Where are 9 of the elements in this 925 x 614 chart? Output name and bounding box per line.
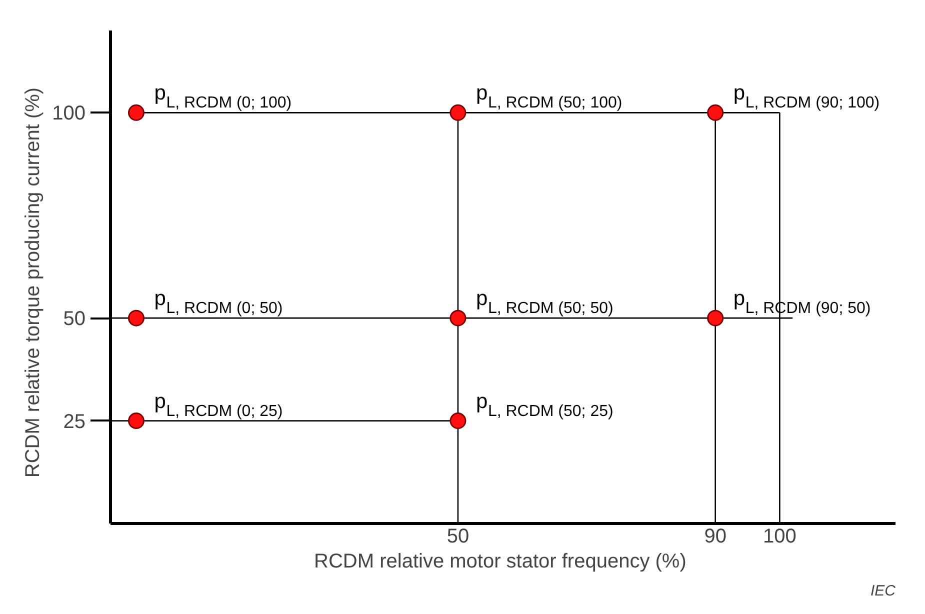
x-tick-label: 100 (762, 526, 796, 548)
y-tick-label: 50 (63, 308, 86, 330)
y-axis-title: RCDM relative torque producing current (%) (22, 87, 44, 478)
y-tick-label: 25 (63, 410, 86, 433)
x-tick-label: 50 (446, 526, 470, 548)
x-axis-title: RCDM relative motor stator frequency (%) (314, 550, 686, 572)
y-tick-label: 100 (52, 102, 86, 125)
x-tick-label: 90 (704, 526, 726, 548)
text: IEC (870, 582, 896, 600)
